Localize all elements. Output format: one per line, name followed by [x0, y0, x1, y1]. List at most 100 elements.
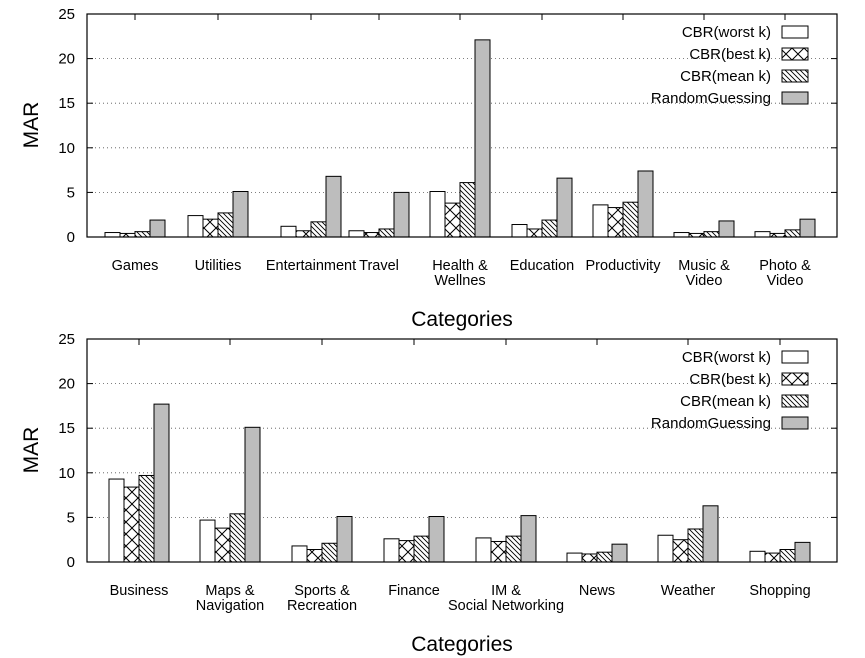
bar-best-k — [306, 549, 323, 563]
bar-worst-k — [657, 534, 674, 563]
bar-worst-k — [199, 519, 216, 563]
bar-random-guessing — [718, 220, 735, 238]
x-tick-label-line: Entertainment — [266, 258, 356, 274]
bar-mean-k — [413, 535, 430, 563]
bar-mean-k — [217, 212, 234, 238]
x-tick-label-line: Productivity — [586, 258, 662, 274]
bar-mean-k — [505, 535, 522, 563]
chart-panel-bottom: 0 5 10 15 20 25 Business Maps & Navigation Sports… — [20, 331, 838, 656]
x-tick-label-line: Wellnes — [434, 273, 485, 289]
legend-swatch-worst-k — [781, 25, 809, 39]
y-tick-label: 0 — [67, 229, 75, 246]
y-tick-label: 10 — [58, 465, 75, 482]
x-tick-label: Education — [510, 258, 575, 274]
bar-mean-k — [138, 474, 155, 563]
legend-swatch-random-guessing — [781, 416, 809, 430]
x-tick-label-line: News — [579, 583, 615, 599]
x-tick-label-line: Health & — [432, 258, 488, 274]
bar-best-k — [202, 218, 219, 238]
y-tick-label: 20 — [58, 51, 75, 68]
legend-swatch-random-guessing — [781, 91, 809, 105]
y-tick-label: 15 — [58, 420, 75, 437]
legend-swatch-mean-k — [781, 69, 809, 83]
x-tick-label: Travel — [359, 258, 399, 274]
bar-best-k — [764, 552, 781, 563]
bar-random-guessing — [520, 515, 537, 563]
bar-mean-k — [459, 182, 476, 238]
x-tick-label-line: Video — [767, 273, 804, 289]
y-tick-label: 5 — [67, 184, 75, 201]
x-tick-label: Business — [110, 583, 169, 599]
bar-best-k — [607, 207, 624, 238]
bar-mean-k — [321, 542, 338, 563]
x-tick-label-line: Video — [686, 273, 723, 289]
x-tick-label-line: Navigation — [196, 598, 265, 614]
bar-random-guessing — [474, 39, 491, 238]
bar-worst-k — [429, 191, 446, 238]
x-tick-label: Sports & Recreation — [287, 583, 357, 614]
bar-mean-k — [596, 551, 613, 563]
bar-mean-k — [229, 513, 246, 563]
x-tick-label: Games — [112, 258, 159, 274]
x-tick-label-line: Weather — [661, 583, 716, 599]
bar-best-k — [490, 540, 507, 563]
bar-worst-k — [280, 225, 297, 238]
x-tick-label-line: Games — [112, 258, 159, 274]
bar-worst-k — [104, 232, 121, 238]
x-tick-label: Music & Video — [678, 258, 730, 289]
y-tick-label: 5 — [67, 509, 75, 526]
bar-best-k — [123, 486, 140, 563]
bar-worst-k — [291, 545, 308, 563]
bar-random-guessing — [336, 516, 353, 563]
bar-random-guessing — [325, 175, 342, 238]
bar-best-k — [295, 230, 312, 238]
bar-worst-k — [187, 215, 204, 238]
bar-random-guessing — [611, 543, 628, 563]
bar-mean-k — [134, 231, 151, 238]
x-tick-label-line: Business — [110, 583, 169, 599]
bar-random-guessing — [799, 218, 816, 238]
x-tick-label: Health & Wellnes — [432, 258, 488, 289]
y-tick-label: 25 — [58, 331, 75, 348]
bar-worst-k — [754, 231, 771, 238]
legend-label-best-k: CBR(best k) — [689, 46, 771, 63]
bar-random-guessing — [393, 191, 410, 238]
bar-random-guessing — [637, 170, 654, 238]
bar-worst-k — [592, 204, 609, 238]
x-tick-label: Entertainment — [266, 258, 356, 274]
plot-frame — [86, 338, 838, 563]
bar-worst-k — [475, 537, 492, 563]
y-tick-label: 0 — [67, 554, 75, 571]
y-axis-label: MAR — [20, 102, 43, 149]
legend-swatch-mean-k — [781, 394, 809, 408]
legend-swatch-best-k — [781, 372, 809, 386]
legend-label-mean-k: CBR(mean k) — [680, 68, 771, 85]
x-tick-label: Shopping — [749, 583, 810, 599]
bar-best-k — [398, 540, 415, 563]
x-tick-label-line: Travel — [359, 258, 399, 274]
chart-panel-top: 0 5 10 15 20 25 Games Utilities Entertainment Tra… — [20, 6, 838, 331]
x-tick-label-line: Sports & — [294, 583, 350, 599]
x-tick-label-line: Finance — [388, 583, 440, 599]
legend-swatch-worst-k — [781, 350, 809, 364]
legend-label-best-k: CBR(best k) — [689, 371, 771, 388]
x-tick-label: Maps & Navigation — [196, 583, 265, 614]
y-axis-label: MAR — [20, 427, 43, 474]
bar-best-k — [444, 202, 461, 238]
y-tick-label: 15 — [58, 95, 75, 112]
x-tick-label-line: Social Networking — [448, 598, 564, 614]
bar-random-guessing — [153, 403, 170, 563]
x-tick-label: IM & Social Networking — [448, 583, 564, 614]
legend-label-mean-k: CBR(mean k) — [680, 393, 771, 410]
x-tick-label: News — [579, 583, 615, 599]
bar-worst-k — [511, 224, 528, 238]
bar-random-guessing — [556, 177, 573, 238]
x-tick-label: Utilities — [195, 258, 242, 274]
bar-best-k — [214, 527, 231, 563]
bar-mean-k — [779, 549, 796, 563]
bar-random-guessing — [428, 516, 445, 563]
y-tick-label: 10 — [58, 140, 75, 157]
bar-random-guessing — [794, 541, 811, 563]
x-tick-label-line: Photo & — [759, 258, 811, 274]
